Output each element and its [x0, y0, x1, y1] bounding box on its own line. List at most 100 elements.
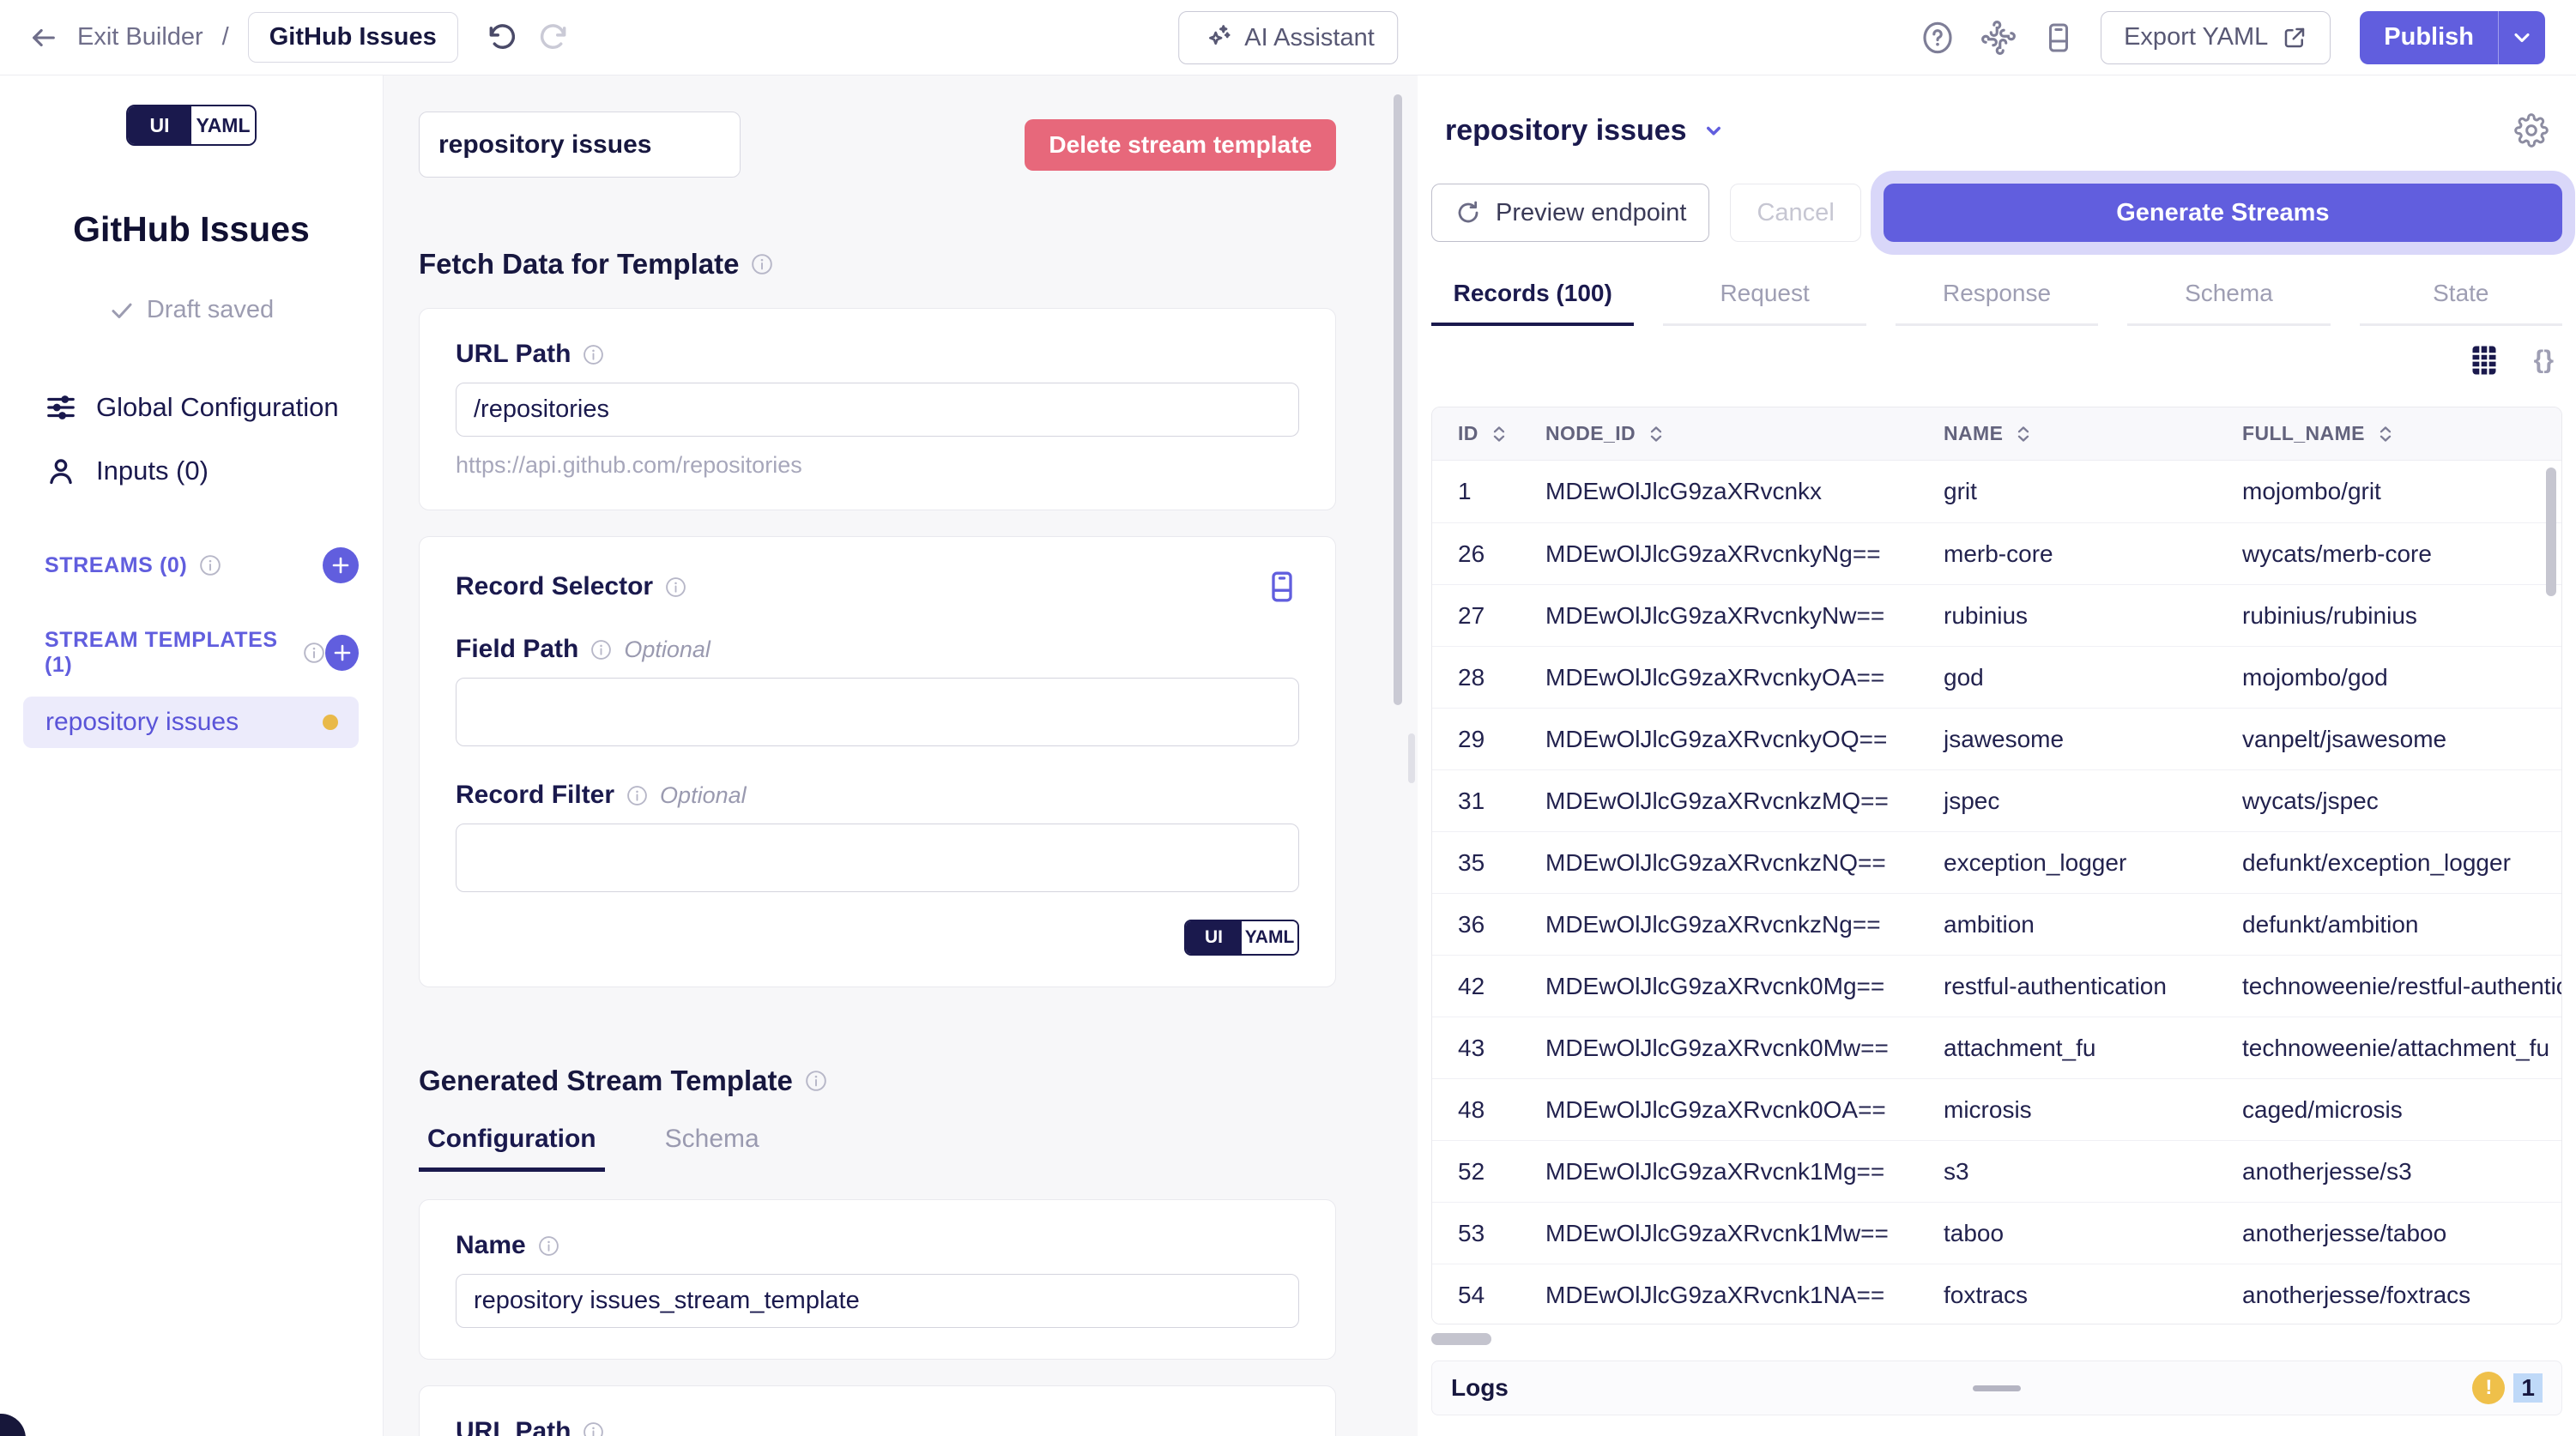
- connector-name-field[interactable]: GitHub Issues: [247, 12, 458, 63]
- info-icon[interactable]: [583, 1421, 604, 1436]
- table-row[interactable]: 53 MDEwOlJlcG9zaXRvcnk1Mw== taboo anotherje…: [1432, 1202, 2561, 1264]
- table-cell: defunkt/exception_logger: [2242, 848, 2511, 876]
- publish-button[interactable]: Publish: [2360, 23, 2498, 51]
- add-stream-button[interactable]: [323, 547, 359, 583]
- info-icon[interactable]: [590, 639, 612, 661]
- table-cell: MDEwOlJlcG9zaXRvcnkyNw==: [1545, 601, 1885, 629]
- info-icon[interactable]: [751, 253, 773, 275]
- info-icon[interactable]: [199, 554, 221, 576]
- sidebar-item-repository-issues[interactable]: repository issues: [23, 697, 359, 748]
- table-vertical-scrollbar[interactable]: [2546, 468, 2556, 596]
- field-path-input[interactable]: [456, 678, 1299, 746]
- toggle-yaml-option[interactable]: YAML: [1242, 921, 1297, 954]
- add-stream-template-button[interactable]: [325, 635, 359, 671]
- column-header-id[interactable]: ID: [1432, 422, 1545, 445]
- table-view-icon[interactable]: [2469, 343, 2500, 377]
- check-icon: [109, 298, 135, 323]
- sidebar-item-global-configuration[interactable]: Global Configuration: [0, 376, 383, 439]
- table-row[interactable]: 52 MDEwOlJlcG9zaXRvcnk1Mg== s3 anotherjesse…: [1432, 1140, 2561, 1202]
- tab-state[interactable]: State: [2359, 280, 2563, 326]
- table-cell: 27: [1458, 601, 1485, 629]
- table-row[interactable]: 1 MDEwOlJlcG9zaXRvcnkx grit mojombo/grit: [1432, 461, 2561, 522]
- info-icon[interactable]: [805, 1070, 827, 1092]
- tab-request[interactable]: Request: [1663, 280, 1866, 326]
- record-filter-input[interactable]: [456, 824, 1299, 892]
- undo-icon[interactable]: [486, 21, 518, 54]
- testing-stream-name[interactable]: repository issues: [1445, 113, 1687, 147]
- back-arrow-icon[interactable]: [29, 23, 58, 52]
- generate-streams-button[interactable]: Generate Streams: [1883, 184, 2562, 242]
- generated-template-tabs: Configuration Schema: [419, 1125, 1336, 1172]
- table-cell: 53: [1458, 1219, 1485, 1246]
- chevron-down-icon[interactable]: [1701, 118, 1726, 143]
- table-row[interactable]: 29 MDEwOlJlcG9zaXRvcnkyOQ== jsawesome vanpe…: [1432, 708, 2561, 769]
- table-cell: MDEwOlJlcG9zaXRvcnkyOQ==: [1545, 725, 1888, 752]
- table-cell: 28: [1458, 663, 1485, 691]
- logs-label: Logs: [1451, 1374, 1509, 1401]
- info-icon[interactable]: [583, 344, 604, 365]
- docs-icon[interactable]: [2042, 21, 2075, 55]
- generated-stream-template-heading: Generated Stream Template: [419, 1065, 1336, 1097]
- column-header-full-name[interactable]: FULL_NAME: [2242, 422, 2561, 445]
- info-icon[interactable]: [626, 785, 648, 806]
- info-icon[interactable]: [303, 642, 325, 664]
- json-view-icon[interactable]: {}: [2533, 346, 2554, 374]
- ai-assistant-button[interactable]: AI Assistant: [1178, 11, 1398, 64]
- table-row[interactable]: 54 MDEwOlJlcG9zaXRvcnk1NA== foxtracs anothe…: [1432, 1264, 2561, 1324]
- slack-icon[interactable]: [1980, 20, 2017, 56]
- record-selector-docs-icon[interactable]: [1265, 568, 1299, 606]
- toggle-yaml-option[interactable]: YAML: [191, 106, 255, 144]
- editor-scrollbar[interactable]: [1394, 94, 1402, 705]
- table-row[interactable]: 48 MDEwOlJlcG9zaXRvcnk0OA== microsis caged/…: [1432, 1078, 2561, 1140]
- toggle-ui-option[interactable]: UI: [128, 106, 191, 144]
- table-row[interactable]: 26 MDEwOlJlcG9zaXRvcnkyNg== merb-core wycat…: [1432, 522, 2561, 584]
- logs-bar[interactable]: Logs ! 1: [1431, 1361, 2562, 1415]
- fetch-data-heading-label: Fetch Data for Template: [419, 248, 740, 280]
- table-row[interactable]: 27 MDEwOlJlcG9zaXRvcnkyNw== rubinius rubini…: [1432, 584, 2561, 646]
- exit-builder-link[interactable]: Exit Builder: [77, 23, 203, 51]
- table-cell: 43: [1458, 1034, 1485, 1061]
- template-name-input[interactable]: repository issues: [419, 112, 741, 178]
- table-row[interactable]: 35 MDEwOlJlcG9zaXRvcnkzNQ== exception_logg…: [1432, 831, 2561, 893]
- table-cell: anotherjesse/taboo: [2242, 1219, 2447, 1246]
- column-header-node-id[interactable]: NODE_ID: [1545, 422, 1944, 445]
- table-row[interactable]: 43 MDEwOlJlcG9zaXRvcnk0Mw== attachment_fu t…: [1432, 1017, 2561, 1078]
- table-row[interactable]: 28 MDEwOlJlcG9zaXRvcnkyOA== god mojombo/god: [1432, 646, 2561, 708]
- preview-endpoint-button[interactable]: Preview endpoint: [1431, 184, 1710, 242]
- panel-resize-handle[interactable]: [1408, 733, 1415, 783]
- template-name-field[interactable]: [456, 1274, 1299, 1328]
- table-row[interactable]: 42 MDEwOlJlcG9zaXRvcnk0Mg== restful-authen…: [1432, 955, 2561, 1017]
- tab-records[interactable]: Records (100): [1431, 280, 1635, 326]
- tab-schema[interactable]: Schema: [2127, 280, 2331, 326]
- sidebar-item-label: Inputs (0): [96, 456, 209, 486]
- template-item-label: repository issues: [45, 708, 239, 736]
- table-horizontal-scrollbar[interactable]: [1431, 1333, 1491, 1345]
- toggle-ui-option[interactable]: UI: [1186, 921, 1242, 954]
- sidebar-item-inputs[interactable]: Inputs (0): [0, 439, 383, 503]
- record-filter-label: Record Filter: [456, 781, 615, 809]
- url-path-input[interactable]: [456, 383, 1299, 437]
- gear-icon[interactable]: [2514, 113, 2549, 148]
- column-header-name[interactable]: NAME: [1944, 422, 2242, 445]
- sort-icon: [1493, 425, 1504, 442]
- cancel-button[interactable]: Cancel: [1730, 184, 1861, 242]
- delete-stream-template-button[interactable]: Delete stream template: [1025, 118, 1336, 171]
- help-icon[interactable]: [1920, 21, 1955, 55]
- info-icon[interactable]: [665, 576, 686, 598]
- table-cell: technoweenie/attachment_fu: [2242, 1034, 2550, 1061]
- redo-icon[interactable]: [537, 21, 570, 54]
- record-selector-ui-yaml-toggle: UI YAML: [1184, 920, 1299, 956]
- table-row[interactable]: 36 MDEwOlJlcG9zaXRvcnkzNg== ambition defunk…: [1432, 893, 2561, 955]
- publish-caret-button[interactable]: [2499, 11, 2545, 64]
- table-row[interactable]: 31 MDEwOlJlcG9zaXRvcnkzMQ== jspec wycats/js…: [1432, 769, 2561, 831]
- table-cell: MDEwOlJlcG9zaXRvcnkyNg==: [1545, 540, 1881, 567]
- tab-schema[interactable]: Schema: [664, 1125, 759, 1153]
- logs-drag-handle[interactable]: [1973, 1385, 2021, 1391]
- export-yaml-button[interactable]: Export YAML: [2101, 10, 2331, 64]
- table-cell: mojombo/god: [2242, 663, 2388, 691]
- tab-configuration[interactable]: Configuration: [419, 1125, 605, 1172]
- url-path-card-generated: URL Path: [419, 1385, 1336, 1436]
- info-icon[interactable]: [538, 1235, 559, 1257]
- url-path-label: URL Path: [456, 340, 571, 368]
- tab-response[interactable]: Response: [1895, 280, 2099, 326]
